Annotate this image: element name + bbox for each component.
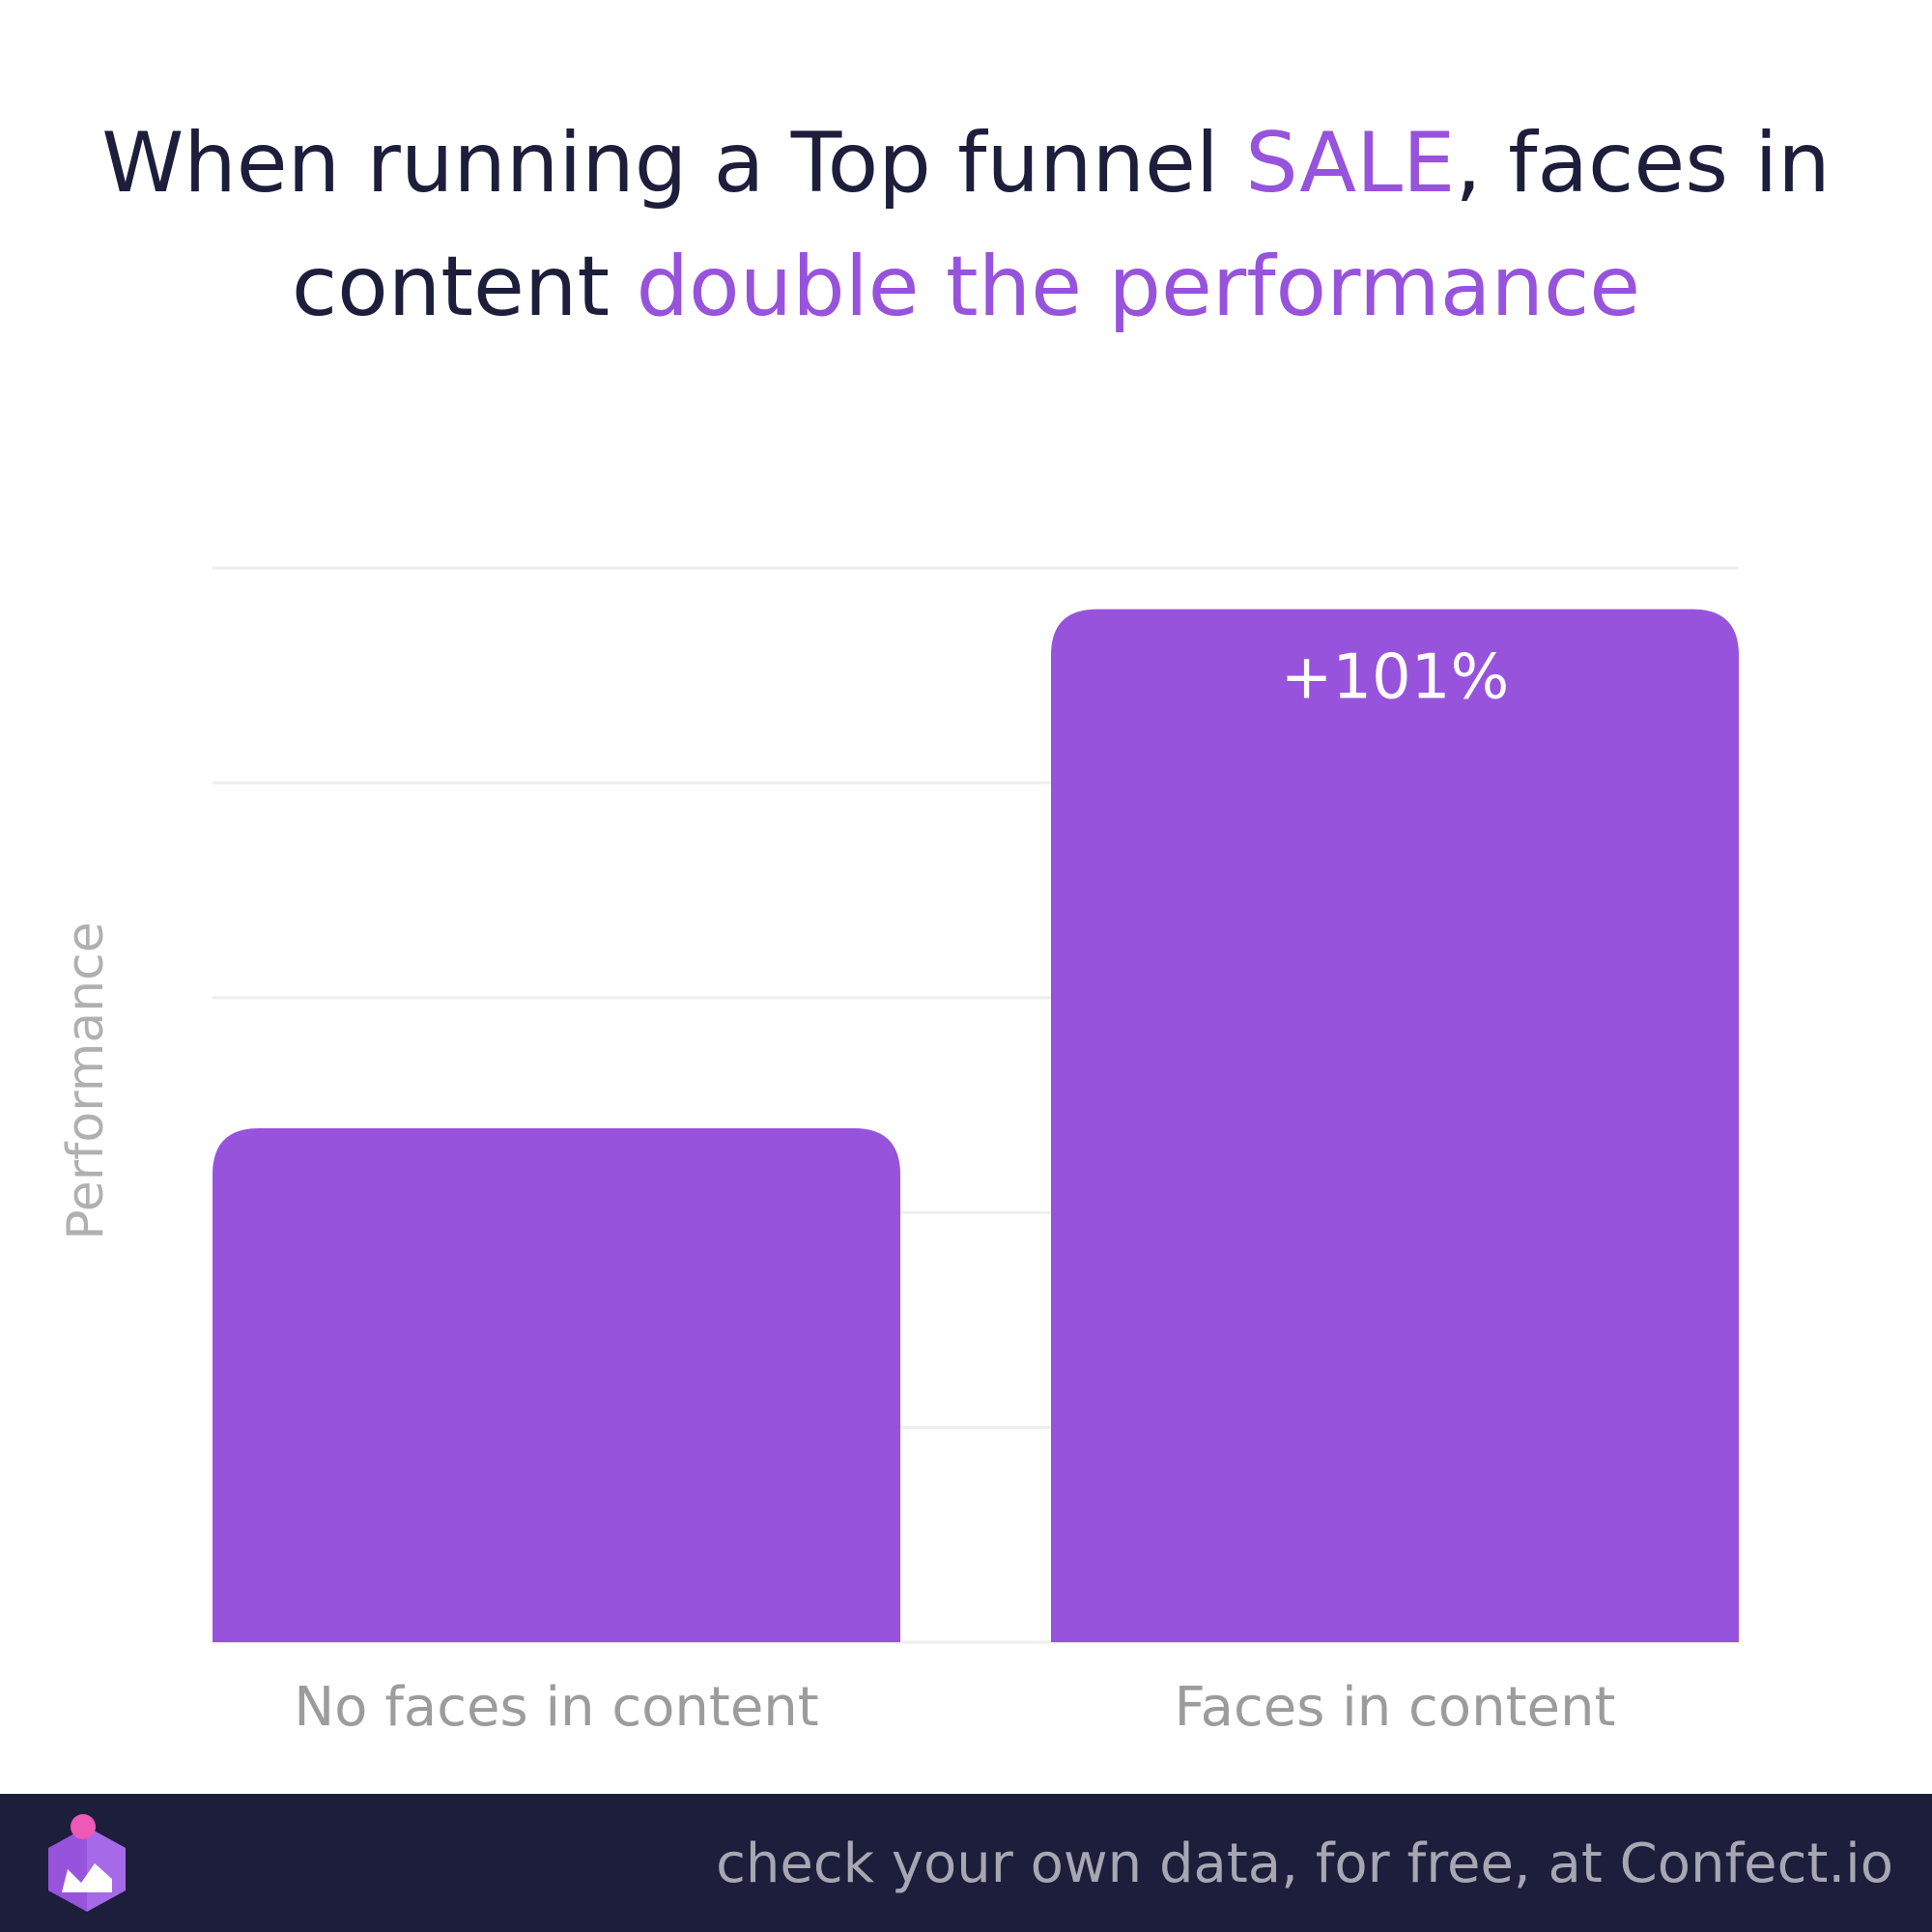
bars — [213, 609, 1739, 1642]
footer-cta-text: check your own data, for free, at Confec… — [716, 1833, 1893, 1895]
title-highlight-sale: SALE — [1245, 115, 1456, 212]
x-tick-label: No faces in content — [294, 1676, 818, 1739]
x-tick-label: Faces in content — [1175, 1676, 1616, 1739]
bar-1 — [213, 1127, 900, 1642]
y-axis-label: Performance — [57, 922, 115, 1240]
chart-title: When running a Top funnel SALE, faces in… — [39, 101, 1893, 349]
title-part-3: , faces in content — [291, 115, 1831, 335]
title-highlight-performance: double the performance — [636, 239, 1641, 335]
confect-logo-icon — [48, 1814, 126, 1912]
footer-bar: check your own data, for free, at Confec… — [0, 1794, 1932, 1932]
title-part-1: When running a Top funnel — [101, 115, 1246, 212]
bar-data-label: +101% — [1281, 642, 1510, 714]
bar-2 — [1051, 609, 1739, 1642]
labels: No faces in content Faces in content +101%… — [57, 642, 1615, 1739]
